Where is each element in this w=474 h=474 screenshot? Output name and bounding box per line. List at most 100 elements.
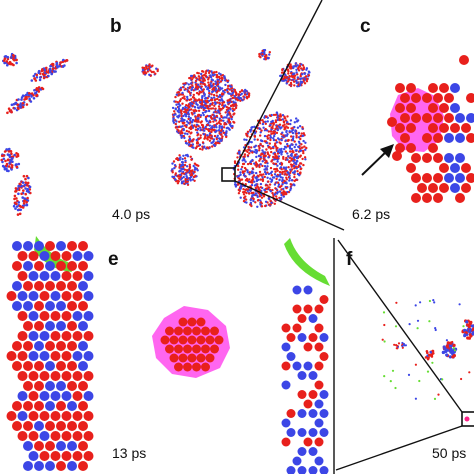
red-atom — [274, 142, 277, 145]
red-atom — [268, 142, 271, 145]
blue-atom — [414, 304, 417, 307]
red-atom — [248, 192, 251, 195]
blue-atom — [214, 82, 217, 86]
blue-atom — [19, 102, 23, 105]
blue-atom — [55, 61, 59, 65]
red-atom — [302, 67, 305, 71]
blue-atom — [268, 53, 271, 56]
red-atom — [184, 108, 187, 112]
pink-atom — [464, 416, 470, 422]
red-atom — [191, 84, 194, 87]
red-atom — [210, 117, 214, 121]
red-atom — [174, 100, 177, 103]
red-atom — [204, 75, 207, 78]
red-atom — [61, 271, 72, 281]
blue-atom — [213, 118, 217, 122]
blue-atom — [282, 136, 285, 139]
red-atom — [283, 170, 286, 173]
red-atom — [244, 179, 248, 182]
red-atom — [210, 103, 214, 106]
red-atom — [215, 137, 218, 141]
red-atom — [148, 63, 151, 66]
blue-atom — [239, 171, 242, 174]
red-atom — [400, 113, 410, 123]
red-atom — [240, 89, 244, 92]
red-atom — [227, 119, 230, 123]
blue-atom — [199, 126, 202, 129]
blue-atom — [204, 85, 208, 88]
blue-atom — [450, 83, 460, 93]
red-atom — [289, 65, 293, 68]
green-atom — [418, 379, 421, 383]
red-atom — [299, 137, 302, 141]
red-atom — [189, 144, 192, 148]
blue-atom — [224, 116, 228, 119]
red-atom — [275, 125, 279, 128]
red-atom — [6, 291, 17, 301]
red-atom — [250, 179, 254, 182]
red-atom — [265, 148, 268, 151]
red-atom — [422, 113, 432, 123]
red-atom — [219, 107, 222, 111]
blue-atom — [297, 155, 300, 158]
blue-atom — [38, 78, 42, 82]
red-atom — [251, 151, 254, 154]
red-atom — [433, 113, 443, 123]
blue-atom — [253, 145, 256, 149]
red-atom — [266, 137, 270, 140]
blue-atom — [29, 100, 33, 103]
red-atom — [433, 93, 443, 103]
blue-atom — [283, 166, 286, 169]
blue-atom — [276, 128, 279, 132]
blue-atom — [33, 89, 36, 92]
red-atom — [302, 78, 305, 81]
blue-atom — [270, 120, 273, 124]
blue-atom — [181, 118, 185, 121]
red-atom — [214, 98, 217, 101]
red-atom — [237, 168, 240, 171]
blue-atom — [196, 117, 199, 120]
blue-atom — [242, 90, 245, 93]
red-atom — [51, 67, 55, 70]
blue-atom — [252, 199, 255, 203]
blue-atom — [303, 361, 313, 371]
red-atom — [271, 127, 274, 130]
red-atom — [383, 323, 386, 327]
blue-atom — [224, 83, 227, 87]
blue-atom — [202, 133, 206, 136]
blue-atom — [432, 299, 435, 302]
blue-atom — [304, 158, 307, 161]
red-atom — [282, 155, 285, 159]
red-atom — [286, 409, 296, 418]
blue-atom — [187, 111, 190, 115]
blue-atom — [3, 167, 7, 171]
red-atom — [65, 59, 69, 62]
blue-atom — [225, 131, 228, 134]
red-atom — [208, 91, 211, 95]
red-atom — [17, 251, 28, 261]
blue-atom — [419, 301, 422, 304]
blue-atom — [261, 149, 264, 152]
red-atom — [270, 174, 273, 177]
red-atom — [12, 401, 22, 411]
red-atom — [201, 125, 205, 129]
blue-atom — [220, 98, 223, 101]
panel-e-time: 13 ps — [112, 445, 146, 461]
blue-atom — [291, 129, 294, 132]
red-atom — [254, 161, 258, 164]
red-atom — [191, 113, 194, 116]
red-atom — [287, 190, 291, 194]
blue-atom — [401, 345, 404, 348]
blue-atom — [272, 138, 276, 142]
red-atom — [428, 143, 438, 153]
blue-atom — [23, 204, 26, 207]
blue-atom — [193, 105, 196, 109]
blue-atom — [28, 97, 31, 101]
red-atom — [12, 341, 22, 351]
red-atom — [180, 112, 183, 115]
red-atom — [83, 431, 94, 441]
red-atom — [12, 261, 22, 271]
blue-atom — [34, 241, 44, 251]
red-atom — [180, 115, 183, 118]
red-atom — [261, 178, 265, 181]
